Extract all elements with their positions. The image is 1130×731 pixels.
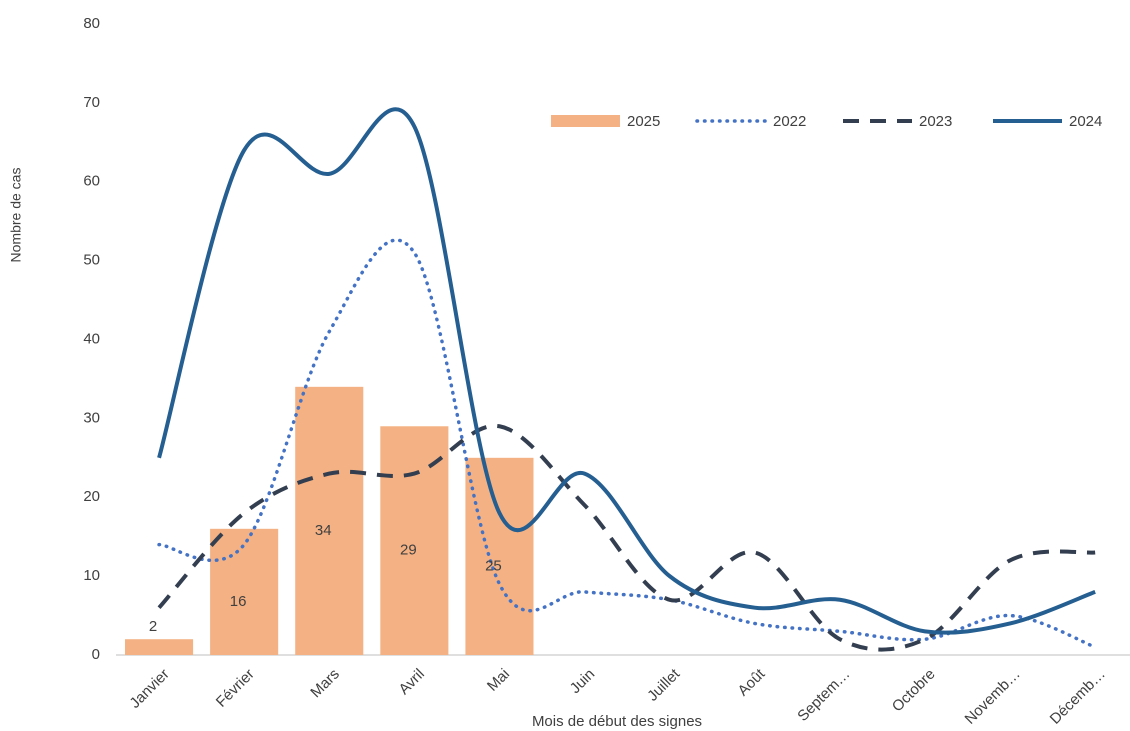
legend-label: 2025 <box>627 113 660 130</box>
legend-label: 2022 <box>773 113 806 130</box>
bar <box>125 639 194 655</box>
y-tick-label: 70 <box>83 94 100 111</box>
y-tick-label: 10 <box>83 567 100 584</box>
x-tick-label: Mai <box>484 666 513 695</box>
x-tick-label: Décemb… <box>1047 666 1109 728</box>
x-tick-label: Février <box>213 666 258 711</box>
data-label: 2 <box>149 618 157 635</box>
x-tick-label: Novemb… <box>962 666 1024 728</box>
y-tick-label: 80 <box>83 15 100 32</box>
data-label: 16 <box>230 593 247 610</box>
y-tick-label: 0 <box>92 646 100 663</box>
legend-swatch <box>551 115 620 127</box>
x-tick-label: Janvier <box>126 666 172 712</box>
legend-label: 2024 <box>1069 113 1102 130</box>
bar <box>210 528 279 655</box>
x-tick-label: Septem… <box>794 666 853 725</box>
x-tick-label: Août <box>735 665 769 699</box>
y-axis-label: Nombre de cas <box>8 168 24 263</box>
x-tick-label: Avril <box>396 666 428 698</box>
x-tick-label: Mars <box>307 666 343 702</box>
legend-label: 2023 <box>919 113 952 130</box>
data-label: 25 <box>485 557 502 574</box>
y-tick-label: 60 <box>83 173 100 190</box>
line-dashed <box>157 424 1096 652</box>
bar <box>380 426 449 655</box>
line-dotted <box>157 238 1097 649</box>
y-tick-label: 40 <box>83 330 100 347</box>
data-label: 29 <box>400 542 417 559</box>
y-tick-label: 20 <box>83 488 100 505</box>
line-solid <box>157 107 1096 635</box>
x-tick-label: Juin <box>567 666 598 697</box>
x-tick-label: Octobre <box>889 666 939 716</box>
x-axis-label: Mois de début des signes <box>532 713 702 730</box>
y-tick-label: 30 <box>83 409 100 426</box>
y-tick-label: 50 <box>83 252 100 269</box>
data-label: 34 <box>315 522 332 539</box>
x-tick-label: Juillet <box>644 665 684 705</box>
bar <box>295 386 364 655</box>
bar <box>465 457 534 655</box>
